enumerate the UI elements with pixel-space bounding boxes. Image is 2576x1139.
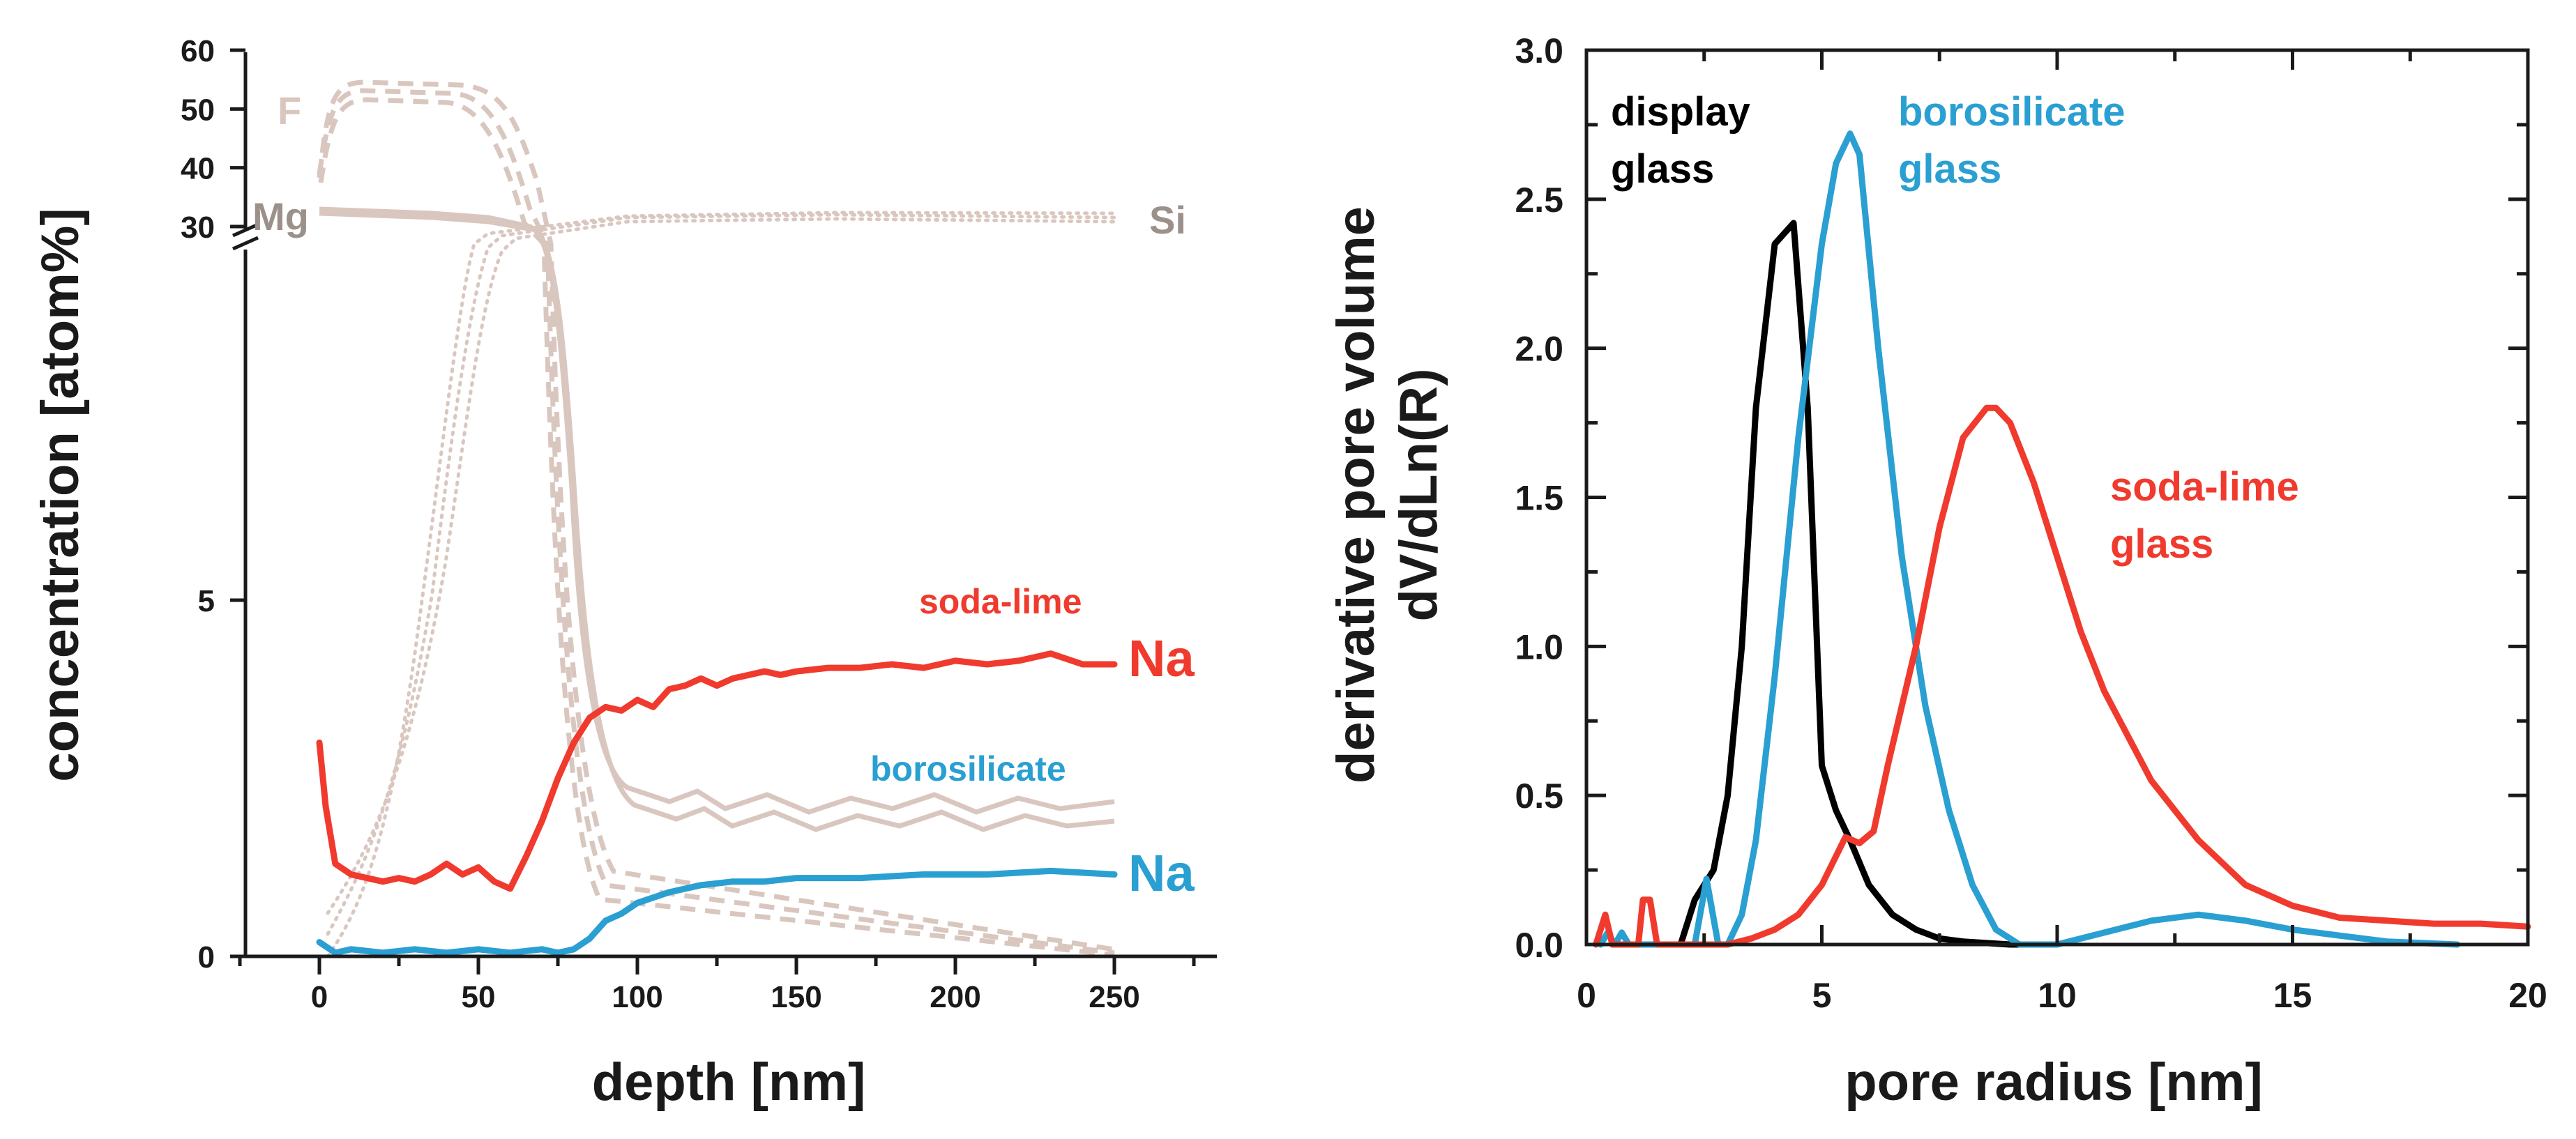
si-profile-1: [326, 211, 1116, 958]
left-x-tick-label: 200: [930, 980, 980, 1014]
label-si: Si: [1149, 198, 1186, 242]
label-na-soda-lime: Na: [1128, 629, 1195, 687]
label-soda-lime-glass-1: soda-lime: [2110, 464, 2299, 510]
borosilicate-glass-line: [1597, 130, 2461, 948]
right-y-tick-label: 1.5: [1515, 479, 1563, 518]
right-y-tick-label: 2.5: [1515, 181, 1563, 220]
right-y-tick-label: 1.0: [1515, 627, 1563, 666]
left-y-tick-label: 40: [181, 152, 215, 186]
si-profile-3: [326, 217, 1116, 915]
right-y-axis-title-line2: dV/dLn(R): [1389, 368, 1448, 621]
right-x-axis-title: pore radius [nm]: [1844, 1053, 2263, 1112]
right-x-ticks: 0 5 10 15 20: [1577, 50, 2547, 1015]
label-display-glass-1: display: [1611, 89, 1750, 135]
left-y-tick-label: 5: [198, 584, 215, 618]
right-y-ticks: 0.0 0.5 1.0 1.5 2.0 2.5 3.0: [1515, 31, 2528, 965]
left-y-tick-label: 60: [181, 34, 215, 68]
right-x-tick-label: 10: [2038, 976, 2077, 1015]
mg-profile-2: [319, 211, 1115, 832]
right-x-tick-label: 5: [1812, 976, 1832, 1015]
soda-lime-glass-line: [1593, 404, 2531, 948]
left-y-axis-title: concentration [atom%]: [31, 208, 90, 781]
f-profile-1: [317, 79, 1115, 952]
label-borosilicate-glass-2: glass: [1898, 146, 2001, 192]
left-y-ticks: 0 5 30 40 50 60: [181, 34, 245, 974]
borosilicate-na-line: [316, 867, 1118, 956]
right-y-tick-label: 3.0: [1515, 31, 1563, 70]
background-profiles: [317, 79, 1116, 958]
left-x-tick-label: 0: [311, 980, 328, 1014]
f-profile-2: [317, 88, 1115, 956]
axis-break-mark-2: [232, 236, 259, 251]
si-profile-2: [326, 213, 1116, 936]
label-na-borosilicate: Na: [1128, 844, 1195, 902]
right-x-tick-label: 20: [2508, 976, 2547, 1015]
label-mg: Mg: [252, 194, 309, 238]
left-x-axis-title: depth [nm]: [592, 1053, 866, 1112]
label-borosilicate-glass-1: borosilicate: [1898, 89, 2126, 135]
left-y-tick-label: 30: [181, 211, 215, 245]
left-x-ticks: 0 50 100 150 200 250: [238, 956, 1196, 1014]
sodium-series: [316, 650, 1118, 956]
right-y-tick-label: 0.5: [1515, 777, 1563, 816]
left-x-tick-label: 100: [612, 980, 662, 1014]
soda-lime-na-line: [316, 650, 1118, 892]
label-f: F: [278, 89, 301, 132]
left-x-tick-label: 50: [462, 980, 496, 1014]
label-soda-lime: soda-lime: [919, 582, 1082, 621]
right-x-tick-label: 0: [1577, 976, 1596, 1015]
pore-distribution-series: [1593, 130, 2531, 948]
right-y-tick-label: 2.0: [1515, 330, 1563, 369]
label-display-glass-2: glass: [1611, 146, 1714, 192]
axis-break-mark-1: [232, 222, 259, 238]
label-borosilicate: borosilicate: [870, 749, 1066, 788]
mg-profile-1: [319, 206, 1115, 815]
left-y-tick-label: 50: [181, 93, 215, 127]
right-y-tick-label: 0.0: [1515, 926, 1563, 965]
left-y-tick-label: 0: [198, 940, 215, 974]
left-x-tick-label: 150: [771, 980, 821, 1014]
pore-size-chart: 0 5 10 15 20 0.0 0.5 1.0 1.5 2.0 2.5 3.0 pore radi…: [1326, 31, 2547, 1112]
label-soda-lime-glass-2: glass: [2110, 521, 2213, 567]
left-x-tick-label: 250: [1089, 980, 1139, 1014]
right-y-axis-title-line1: derivative pore volume: [1326, 206, 1386, 783]
depth-profile-chart: 0 50 100 150 200 250 0 5 30 40 50 60 depth [nm] co…: [31, 34, 1217, 1112]
right-x-tick-label: 15: [2273, 976, 2312, 1015]
